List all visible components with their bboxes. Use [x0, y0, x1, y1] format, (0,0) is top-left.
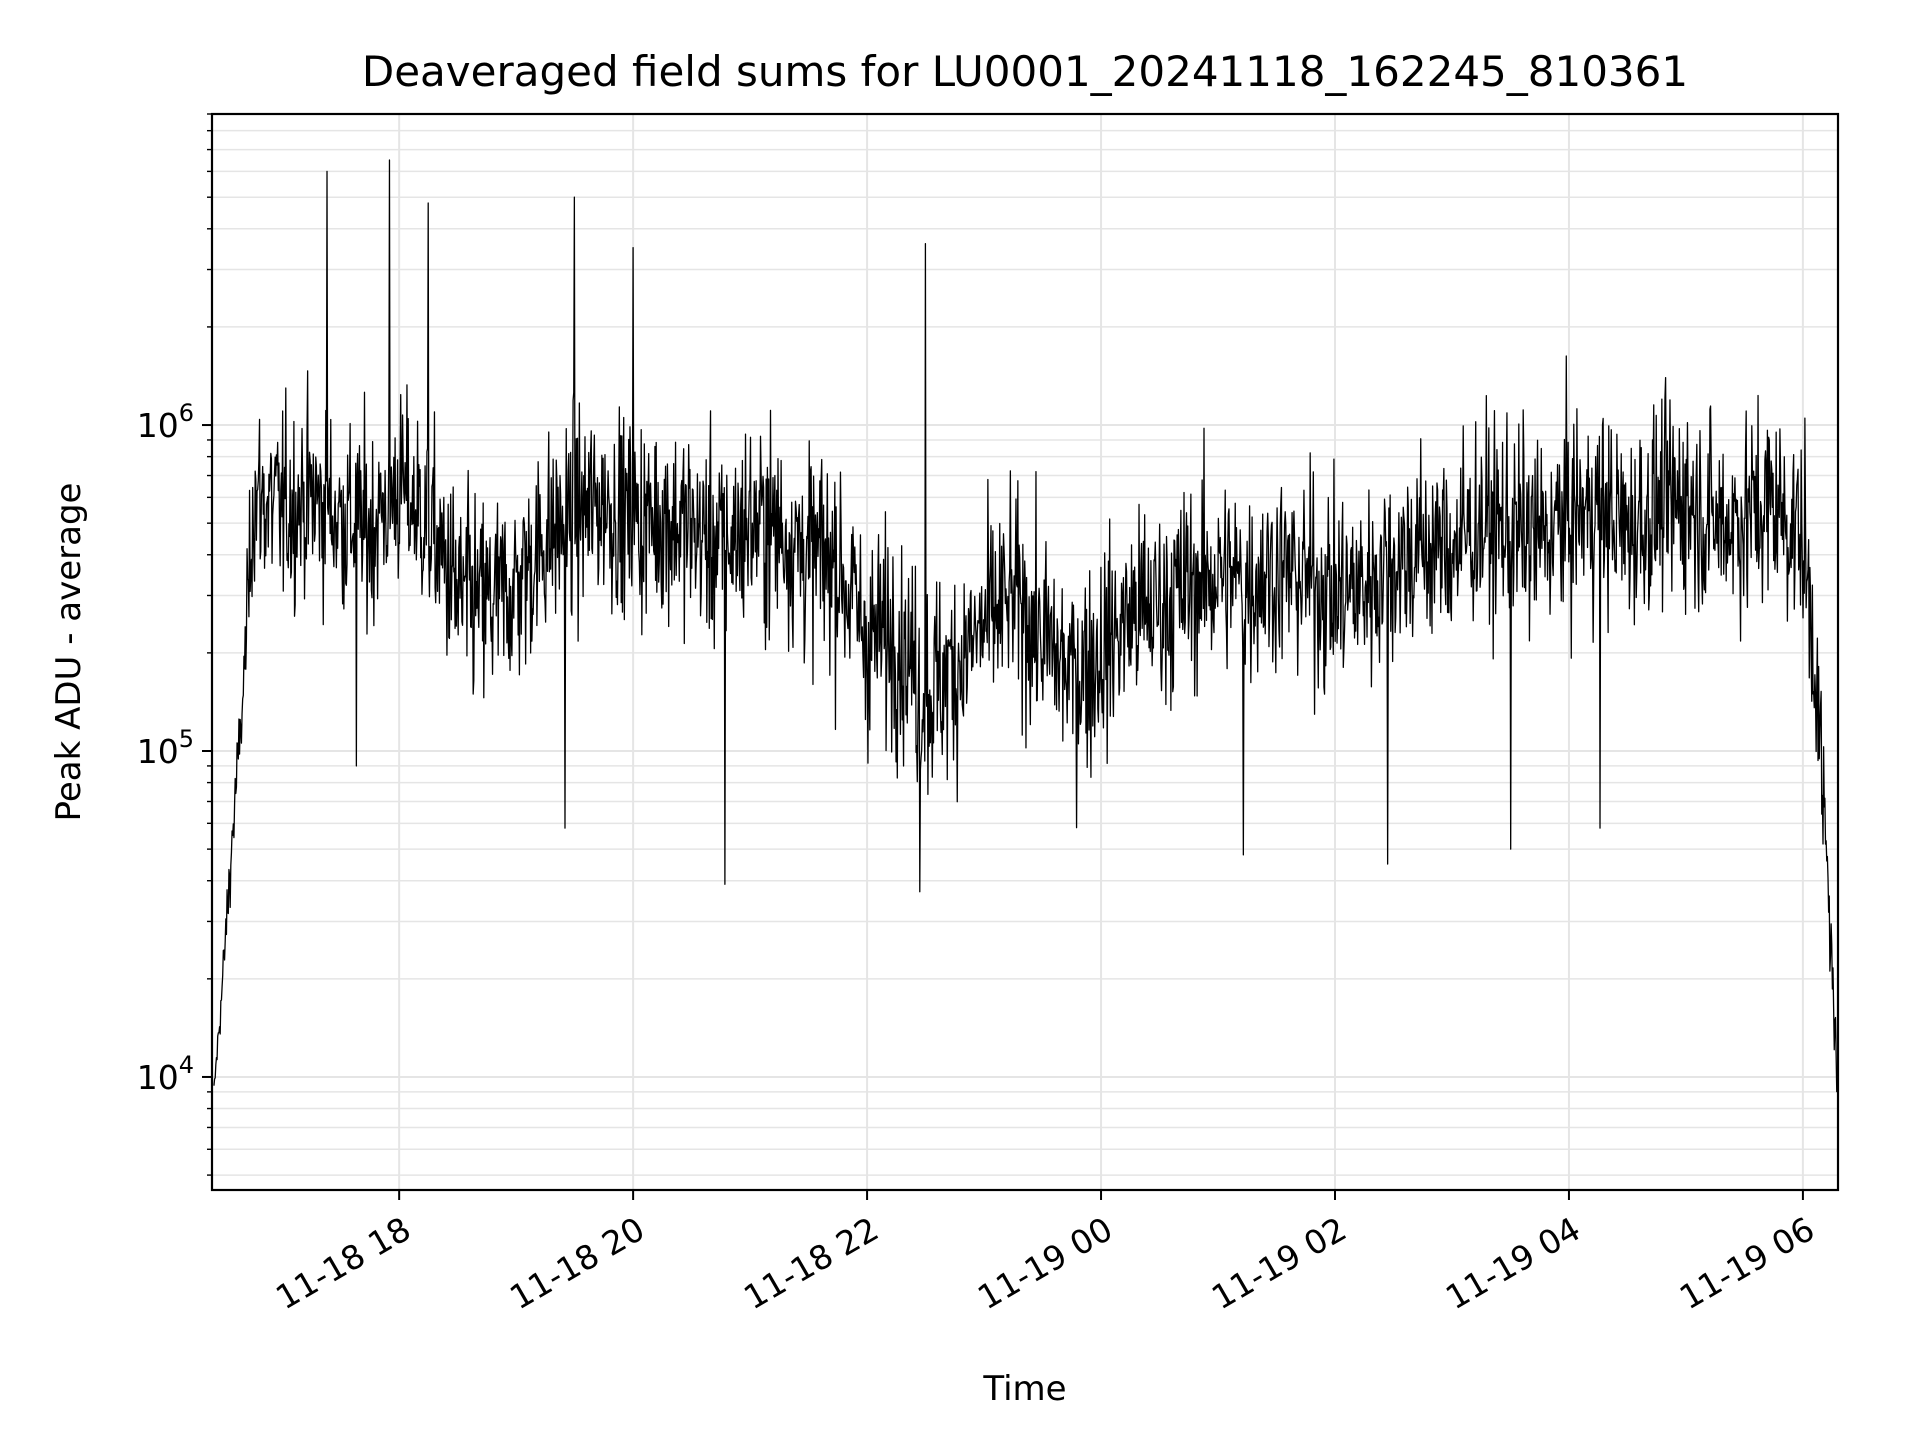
data-layer — [213, 159, 1839, 1093]
y-tick-label: 106 — [137, 399, 194, 445]
y-tick-label: 104 — [137, 1051, 194, 1097]
plot-frame — [210, 112, 1840, 1192]
x-axis-label: Time — [982, 1369, 1066, 1409]
y-tick-base: 10 — [137, 732, 179, 771]
y-tick-label: 105 — [137, 725, 194, 771]
y-tick-base: 10 — [137, 1058, 179, 1097]
chart-title: Deaveraged field sums for LU0001_2024111… — [362, 47, 1688, 96]
y-axis-label: Peak ADU - average — [49, 483, 89, 822]
y-tick-exponent: 4 — [179, 1051, 194, 1079]
y-tick-exponent: 5 — [179, 725, 194, 753]
y-tick-base: 10 — [137, 406, 179, 445]
series-line — [213, 159, 1839, 1093]
y-tick-exponent: 6 — [179, 399, 194, 427]
